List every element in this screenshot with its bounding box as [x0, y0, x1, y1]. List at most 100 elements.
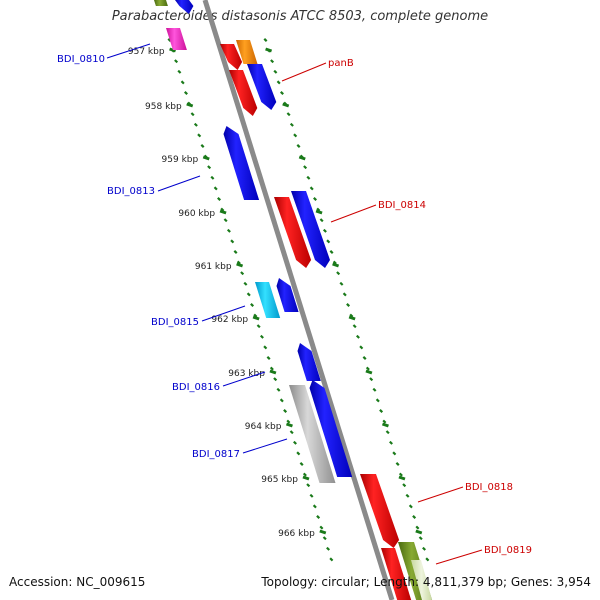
minor-tick: [418, 536, 423, 541]
minor-tick: [382, 419, 387, 424]
minor-tick: [322, 228, 327, 233]
minor-tick: [233, 250, 238, 254]
gene-label[interactable]: BDI_0814: [378, 200, 426, 211]
gene-g-blue-0813[interactable]: [223, 126, 260, 200]
major-tick: [365, 369, 373, 375]
minor-tick: [263, 345, 268, 350]
gene-g-orange[interactable]: [236, 40, 258, 64]
major-tick: [415, 529, 423, 535]
major-tick: [348, 315, 356, 321]
leader-line: [201, 305, 246, 322]
minor-tick: [296, 144, 301, 148]
gene-g-cyan-0815[interactable]: [255, 282, 281, 318]
gene-g-blue-0815b[interactable]: [276, 278, 299, 312]
minor-tick: [375, 398, 380, 403]
minor-tick: [299, 462, 304, 466]
ruler-tick-label: 965 kbp: [261, 475, 298, 485]
minor-tick: [250, 303, 255, 307]
major-tick: [298, 155, 306, 161]
minor-tick: [415, 525, 420, 530]
ruler-tick-label: 963 kbp: [228, 369, 265, 379]
minor-tick: [253, 313, 258, 318]
minor-tick: [197, 133, 202, 138]
gene-label[interactable]: BDI_0818: [465, 482, 513, 493]
map-title: Parabacteroides distasonis ATCC 8503, co…: [111, 9, 489, 24]
minor-tick: [408, 504, 413, 509]
minor-tick: [342, 292, 347, 297]
minor-tick: [226, 228, 231, 233]
gene-g-blue-0814[interactable]: [291, 191, 330, 268]
leader-line: [242, 438, 288, 454]
gene-g-blue-panb[interactable]: [247, 64, 277, 110]
minor-tick: [269, 366, 274, 371]
gene-label[interactable]: BDI_0810: [57, 54, 105, 65]
ruler-tick-label: 961 kbp: [195, 262, 232, 272]
gene-label[interactable]: BDI_0817: [192, 449, 240, 460]
minor-tick: [346, 303, 351, 307]
minor-tick: [177, 69, 182, 74]
minor-tick: [256, 324, 261, 329]
leader-line: [330, 204, 377, 223]
gene-labels: BDI_0810 panB BDI_0813 BDI_0814 BDI_0815 BDI_…: [57, 54, 532, 556]
gene-g-red-0814[interactable]: [274, 197, 312, 268]
minor-tick: [279, 398, 284, 403]
minor-tick: [259, 334, 264, 339]
minor-tick: [240, 271, 245, 276]
minor-tick: [266, 356, 271, 360]
major-tick: [332, 262, 340, 268]
ruler-tick-label: 962 kbp: [211, 315, 248, 325]
minor-tick: [412, 515, 417, 519]
gene-leader-lines: [106, 43, 483, 565]
gene-g-pink-top[interactable]: [166, 28, 187, 50]
minor-tick: [425, 557, 430, 562]
minor-tick: [309, 493, 314, 498]
ruler-tick-label: 966 kbp: [278, 529, 315, 539]
major-tick: [269, 369, 277, 375]
minor-tick: [329, 557, 334, 562]
minor-tick: [293, 133, 298, 138]
major-tick: [236, 262, 244, 268]
minor-tick: [326, 546, 331, 551]
minor-tick: [200, 144, 205, 148]
minor-tick: [223, 218, 228, 223]
ruler-tick-label: 957 kbp: [128, 47, 165, 57]
gene-g-red-0819[interactable]: [381, 548, 412, 600]
leader-line: [106, 43, 151, 59]
major-tick: [282, 102, 290, 108]
minor-tick: [273, 69, 278, 74]
gene-label[interactable]: BDI_0816: [172, 382, 220, 393]
gene-label[interactable]: BDI_0819: [484, 545, 532, 556]
minor-tick: [352, 324, 357, 329]
major-tick: [398, 475, 406, 481]
gene-label[interactable]: panB: [328, 58, 354, 69]
leader-line: [222, 371, 266, 387]
minor-tick: [289, 122, 294, 127]
major-tick: [202, 155, 210, 161]
gene-g-blue-0817b[interactable]: [309, 380, 353, 477]
minor-tick: [309, 186, 314, 191]
gene-label[interactable]: BDI_0813: [107, 186, 155, 197]
gene-track: [154, 0, 433, 600]
leader-line: [281, 62, 327, 82]
minor-tick: [276, 80, 281, 85]
minor-tick: [319, 525, 324, 530]
gene-label[interactable]: BDI_0815: [151, 317, 199, 328]
gene-g-gray-0817[interactable]: [289, 385, 336, 483]
genome-backbone: [202, 0, 395, 600]
minor-tick: [322, 536, 327, 541]
gene-g-olive-top[interactable]: [154, 0, 168, 6]
gene-g-red-panb-a[interactable]: [220, 44, 243, 70]
gene-g-blue-0816[interactable]: [297, 343, 321, 381]
minor-tick: [326, 239, 331, 244]
minor-tick: [302, 472, 307, 477]
minor-tick: [362, 356, 367, 360]
gene-g-red-0818[interactable]: [360, 474, 400, 548]
minor-tick: [313, 197, 317, 201]
minor-tick: [280, 91, 284, 95]
gene-g-red-panb[interactable]: [229, 70, 258, 116]
minor-tick: [303, 165, 308, 170]
minor-tick: [385, 430, 390, 435]
minor-tick: [207, 165, 212, 170]
gene-g-blue-top[interactable]: [175, 0, 194, 14]
